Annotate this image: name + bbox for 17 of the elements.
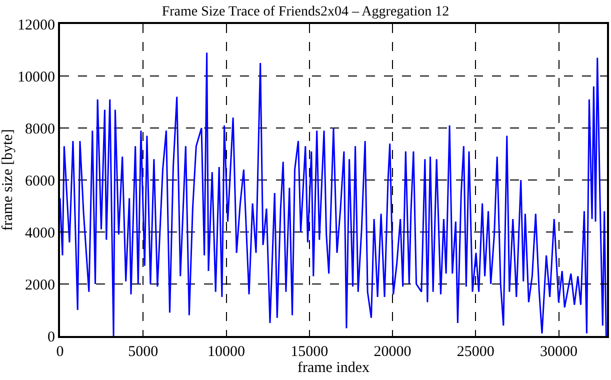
y-tick-label: 10000: [18, 69, 55, 86]
y-tick-label: 2000: [25, 277, 55, 294]
x-tick-label: 25000: [456, 344, 494, 360]
x-axis-title: frame index: [297, 360, 370, 376]
y-tick-label: 6000: [25, 173, 55, 190]
y-tick-label: 4000: [25, 225, 55, 242]
x-tick-label: 15000: [290, 344, 328, 360]
y-axis-title: frame size [byte]: [0, 129, 16, 231]
y-tick-label: 8000: [25, 121, 55, 138]
line-series: [60, 52, 607, 336]
x-tick-label: 10000: [208, 344, 246, 360]
y-tick-label: 0: [48, 329, 55, 346]
x-tick-label: 5000: [128, 344, 158, 360]
x-tick-label: 30000: [540, 344, 578, 360]
x-tick-label: 20000: [374, 344, 412, 360]
y-tick-label: 12000: [18, 17, 55, 34]
chart-title: Frame Size Trace of Friends2x04 – Aggregation 12: [162, 4, 450, 20]
